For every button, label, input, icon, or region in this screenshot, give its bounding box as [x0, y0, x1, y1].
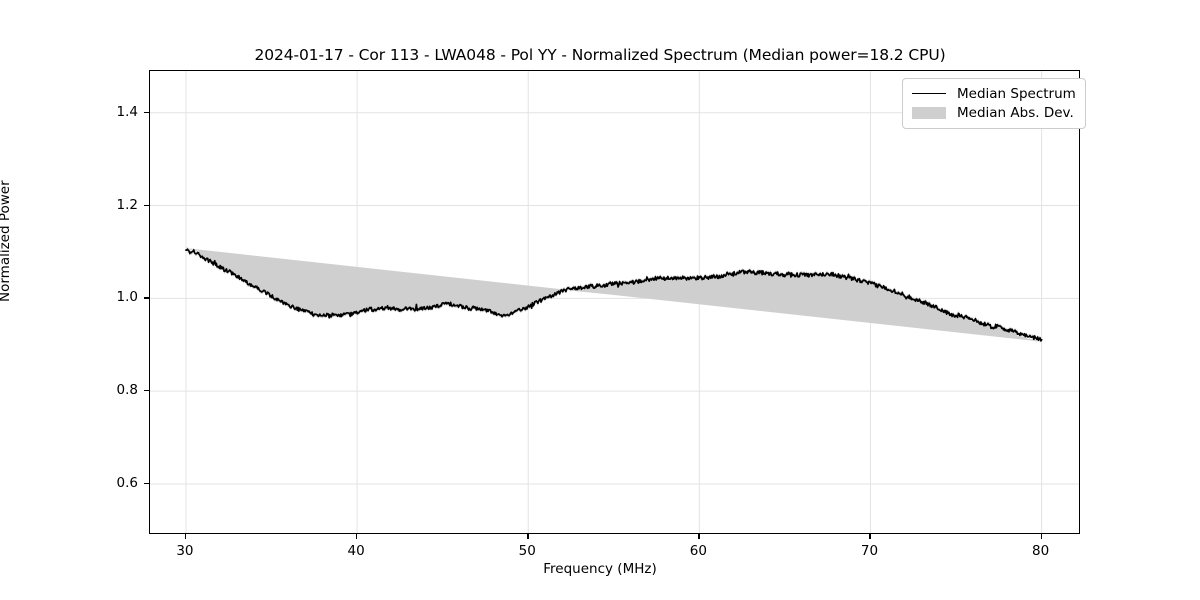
x-tick-mark — [184, 534, 187, 539]
median-abs-dev-band — [185, 246, 1042, 343]
x-tick-label: 60 — [689, 543, 707, 559]
legend-line-swatch-icon — [912, 87, 946, 101]
plot-area — [149, 70, 1080, 534]
x-tick-label: 80 — [1032, 543, 1050, 559]
y-tick-mark — [144, 204, 149, 206]
legend: Median Spectrum Median Abs. Dev. — [902, 78, 1086, 129]
x-tick-label: 40 — [347, 543, 365, 559]
legend-item-median-spectrum: Median Spectrum — [912, 84, 1076, 103]
y-tick-label: 1.0 — [116, 289, 138, 306]
y-tick-mark — [144, 390, 149, 392]
legend-label-median-spectrum: Median Spectrum — [957, 85, 1076, 102]
x-tick-label: 30 — [176, 543, 194, 559]
y-tick-mark — [144, 297, 149, 299]
legend-label-median-abs-dev: Median Abs. Dev. — [957, 104, 1074, 121]
y-tick-label: 0.6 — [116, 474, 138, 491]
legend-item-median-abs-dev: Median Abs. Dev. — [912, 103, 1076, 122]
x-axis-label: Frequency (MHz) — [543, 561, 657, 577]
median-spectrum-line — [185, 248, 1043, 342]
x-tick-mark — [356, 534, 358, 539]
x-tick-mark — [1040, 534, 1042, 539]
x-tick-mark — [869, 534, 871, 539]
x-tick-mark — [698, 534, 700, 539]
y-tick-label: 1.4 — [116, 103, 138, 120]
y-tick-mark — [144, 482, 149, 485]
legend-band-swatch-icon — [912, 106, 946, 120]
y-axis-label: Normalized Power — [0, 180, 13, 302]
x-tick-label: 50 — [518, 543, 536, 559]
x-tick-mark — [527, 534, 529, 539]
y-tick-mark — [144, 111, 149, 114]
y-tick-label: 1.2 — [116, 196, 138, 213]
chart-title: 2024-01-17 - Cor 113 - LWA048 - Pol YY -… — [254, 46, 946, 64]
y-tick-label: 0.8 — [116, 382, 138, 399]
x-tick-label: 70 — [860, 543, 879, 559]
spectrum-plot — [150, 71, 1079, 533]
